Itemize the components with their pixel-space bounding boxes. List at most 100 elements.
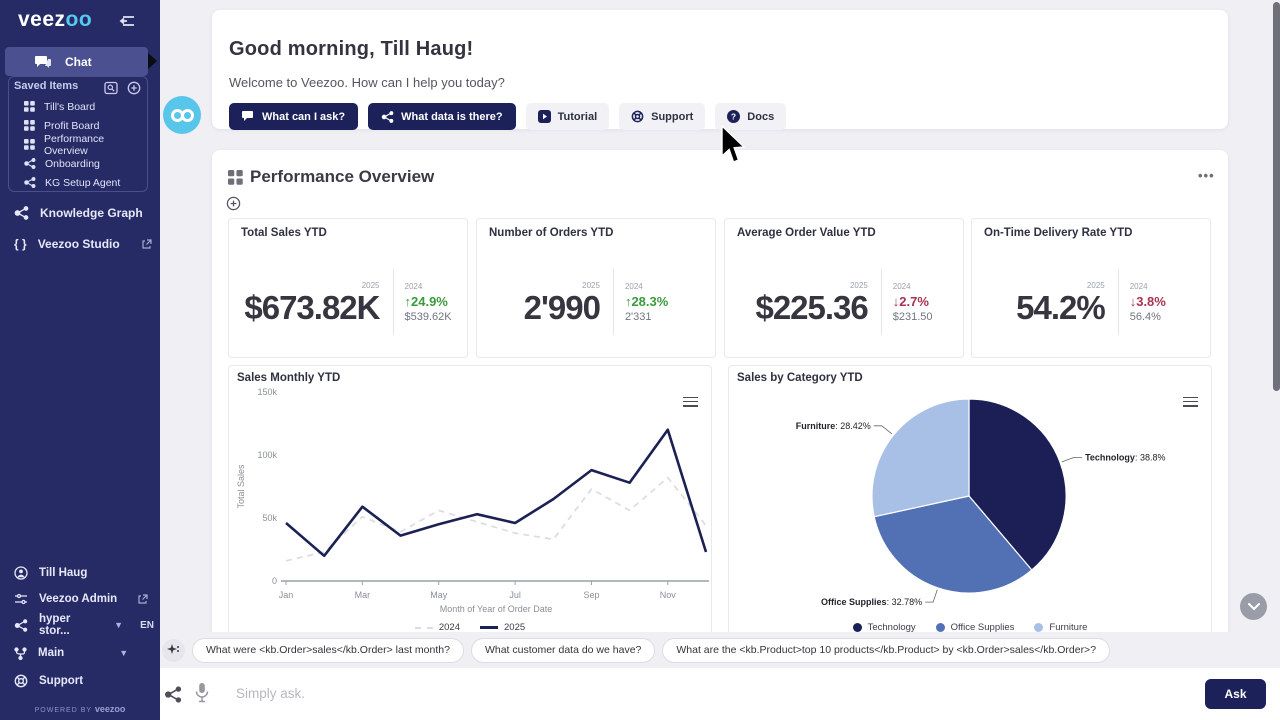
kpi-prev-year: 2024 xyxy=(892,281,911,291)
pie-slice-Office Supplies xyxy=(873,495,1033,594)
kpi-prev-value: $231.50 xyxy=(892,310,933,323)
suggestion-chip[interactable]: What are the <kb.Product>top 10 products… xyxy=(662,637,1111,663)
line-chart: 0 50k 100k 150k Jan Mar May Jul Sep Nov Month of Y… xyxy=(236,387,709,614)
sidebar-item-kg-setup-agent[interactable]: KG Setup Agent xyxy=(24,173,146,192)
down-arrow-icon: ↓ xyxy=(892,293,900,309)
chat-icon xyxy=(242,111,255,122)
support-button[interactable]: Support xyxy=(619,103,706,130)
solid-line-swatch xyxy=(480,626,498,629)
kpi-current-value: 2'990 xyxy=(523,288,601,326)
svg-text:Month of Year of Order Date: Month of Year of Order Date xyxy=(440,604,553,614)
scrollbar[interactable] xyxy=(1273,2,1280,391)
svg-text:?: ? xyxy=(731,111,736,121)
legend-item-technology[interactable]: Technology xyxy=(852,622,916,633)
sidebar-item-label: Till's Board xyxy=(44,100,96,113)
kpi-change: ↑24.9% xyxy=(404,293,448,309)
board-icon xyxy=(24,139,35,150)
sidebar-item-label: Knowledge Graph xyxy=(40,206,143,220)
button-label: Support xyxy=(651,110,694,123)
language-badge[interactable]: EN xyxy=(140,619,154,631)
sidebar-item-label: hyper stor... xyxy=(39,613,71,637)
knowledge-graph-icon[interactable] xyxy=(163,684,183,704)
ask-button[interactable]: Ask xyxy=(1205,679,1266,709)
board-search-icon[interactable] xyxy=(104,81,118,95)
kpi-current-value: $673.82K xyxy=(244,288,380,326)
performance-overview-panel: Performance Overview ••• Total Sales YTD… xyxy=(212,150,1228,720)
down-arrow-icon: ↓ xyxy=(1129,293,1137,309)
sidebar-item-veezoo-admin[interactable]: Veezoo Admin xyxy=(14,590,154,608)
sidebar-item-profit-board[interactable]: Profit Board xyxy=(24,116,146,135)
sidebar-item-label: Veezoo Studio xyxy=(37,237,120,251)
life-ring-icon xyxy=(631,110,644,123)
suggestions-refresh-icon[interactable] xyxy=(162,638,185,662)
board-icon xyxy=(24,120,35,131)
sidebar-item-label: Performance Overview xyxy=(44,132,105,157)
chart-menu-icon[interactable] xyxy=(683,394,698,409)
veezoo-avatar[interactable] xyxy=(163,96,201,134)
kpi-prev-year: 2024 xyxy=(404,281,423,291)
pie-chart-legend: Technology Office Supplies Furniture xyxy=(729,622,1211,633)
what-can-i-ask-button[interactable]: What can I ask? xyxy=(229,103,359,130)
add-widget-icon[interactable] xyxy=(226,196,241,211)
svg-text:50k: 50k xyxy=(262,513,277,523)
sidebar-item-knowledge-graph-selector[interactable]: hyper stor... ▼ EN xyxy=(14,613,154,637)
veezoo-logo: veezoo xyxy=(18,8,92,32)
legend-item-furniture[interactable]: Furniture xyxy=(1034,622,1087,633)
chart-menu-icon[interactable] xyxy=(1183,394,1198,409)
suggestion-chip[interactable]: What were <kb.Order>sales</kb.Order> las… xyxy=(192,637,464,663)
divider xyxy=(612,269,614,335)
graph-icon xyxy=(24,158,36,169)
knowledge-graph-icon xyxy=(14,618,28,632)
svg-text:Total Sales: Total Sales xyxy=(236,464,246,509)
button-label: What data is there? xyxy=(401,110,503,123)
sidebar-item-knowledge-graph[interactable]: Knowledge Graph xyxy=(14,204,154,222)
sidebar-item-label: Veezoo Admin xyxy=(39,593,118,605)
svg-text:100k: 100k xyxy=(257,450,277,460)
add-board-icon[interactable] xyxy=(127,81,141,95)
sidebar-item-chat[interactable]: Chat xyxy=(5,47,148,76)
svg-text:Nov: Nov xyxy=(660,590,677,600)
what-data-is-there-button[interactable]: What data is there? xyxy=(368,103,516,130)
sidebar-collapse-icon[interactable] xyxy=(119,12,137,30)
sidebar-item-user[interactable]: Till Haug xyxy=(14,564,154,582)
docs-button[interactable]: ? Docs xyxy=(715,103,787,130)
button-label: Tutorial xyxy=(557,110,598,123)
sidebar-item-tills-board[interactable]: Till's Board xyxy=(24,97,146,116)
legend-item-2024[interactable]: 2024 xyxy=(414,622,460,633)
sidebar-item-label: Onboarding xyxy=(45,157,100,170)
dashed-line-swatch xyxy=(414,626,433,629)
logo-text: veez xyxy=(18,8,66,31)
svg-text:Mar: Mar xyxy=(355,590,371,600)
question-icon: ? xyxy=(727,110,741,123)
kpi-change: ↓2.7% xyxy=(892,293,929,309)
sidebar-item-performance-overview[interactable]: Performance Overview xyxy=(24,132,146,157)
logo-text-accent: oo xyxy=(65,8,93,31)
svg-text:0: 0 xyxy=(272,576,277,586)
chevron-down-icon: ▼ xyxy=(114,620,124,630)
ask-input[interactable]: Simply ask. xyxy=(236,686,306,701)
up-arrow-icon: ↑ xyxy=(404,293,412,309)
board-icon xyxy=(228,170,243,185)
saved-items-section xyxy=(8,76,148,192)
sidebar-item-support[interactable]: Support xyxy=(14,672,154,690)
kpi-change: ↑28.3% xyxy=(624,293,669,309)
sidebar-expand-handle[interactable] xyxy=(148,53,157,69)
svg-text:Jan: Jan xyxy=(279,590,294,600)
sidebar-item-veezoo-studio[interactable]: { } Veezoo Studio xyxy=(14,235,154,253)
greeting-buttons: What can I ask? What data is there? Tuto… xyxy=(229,103,787,130)
legend-item-office-supplies[interactable]: Office Supplies xyxy=(935,622,1014,633)
panel-menu-icon[interactable]: ••• xyxy=(1198,168,1215,183)
chevron-down-icon: ▼ xyxy=(119,648,129,658)
microphone-icon[interactable] xyxy=(194,681,210,705)
greeting-title: Good morning, Till Haug! xyxy=(229,38,474,60)
scroll-down-button[interactable] xyxy=(1240,593,1267,620)
suggestion-chip[interactable]: What customer data do we have? xyxy=(470,637,656,663)
kpi-card-on-time-delivery: On-Time Delivery Rate YTD 2025 54.2% 202… xyxy=(971,218,1211,358)
tutorial-button[interactable]: Tutorial xyxy=(525,103,610,130)
kpi-card-total-sales: Total Sales YTD 2025 $673.82K 2024 ↑24.9… xyxy=(228,218,468,358)
legend-item-2025[interactable]: 2025 xyxy=(480,622,525,633)
line-chart-legend: 2024 2025 xyxy=(229,622,711,633)
sidebar-item-onboarding[interactable]: Onboarding xyxy=(24,154,146,173)
sidebar-item-branch-main[interactable]: Main ▼ xyxy=(14,644,154,662)
mouse-cursor xyxy=(720,124,746,170)
